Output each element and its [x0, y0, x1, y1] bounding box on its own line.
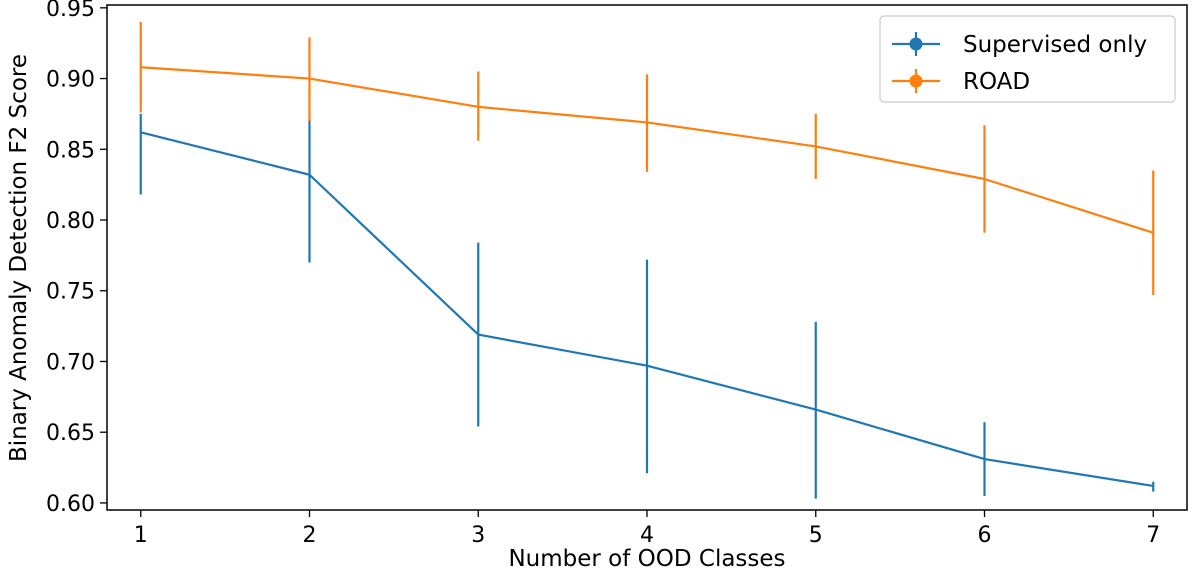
legend-label: Supervised only: [963, 32, 1147, 58]
axes-frame: [106, 4, 1188, 511]
legend-entry: Supervised only: [892, 32, 1147, 58]
series-0: [139, 113, 1155, 499]
legend-marker: [909, 37, 923, 51]
axis-ticks: 1 2 3 4 5 6 7 0.60 0.65 0.70 0.75 0.80 0.85 0.90 0.95: [46, 0, 1160, 548]
y-axis-label: Binary Anomaly Detection F2 Score: [6, 54, 32, 462]
legend: Supervised only ROAD: [879, 15, 1176, 103]
series-1: [139, 21, 1155, 295]
series-line: [140, 66, 1154, 234]
y-tick-label: 0.95: [46, 0, 95, 22]
y-tick-label: 0.85: [46, 138, 95, 163]
y-tick-label: 0.60: [46, 492, 95, 517]
y-tick-label: 0.90: [46, 68, 95, 93]
legend-marker: [909, 74, 923, 88]
x-tick-label: 4: [640, 523, 654, 548]
y-tick-label: 0.70: [46, 350, 95, 375]
legend-box: [879, 15, 1176, 103]
x-tick-label: 5: [809, 523, 823, 548]
y-tick-label: 0.75: [46, 280, 95, 305]
x-tick-label: 2: [303, 523, 317, 548]
y-tick-label: 0.80: [46, 209, 95, 234]
x-axis-label: Number of OOD Classes: [508, 546, 785, 572]
x-tick-label: 3: [471, 523, 485, 548]
legend-entry: ROAD: [892, 69, 1030, 95]
series-line: [140, 131, 1154, 488]
x-tick-label: 7: [1146, 523, 1160, 548]
plot-area: [139, 21, 1155, 499]
x-tick-label: 1: [134, 523, 148, 548]
legend-label: ROAD: [963, 69, 1030, 95]
y-tick-label: 0.65: [46, 421, 95, 446]
x-tick-label: 6: [978, 523, 992, 548]
